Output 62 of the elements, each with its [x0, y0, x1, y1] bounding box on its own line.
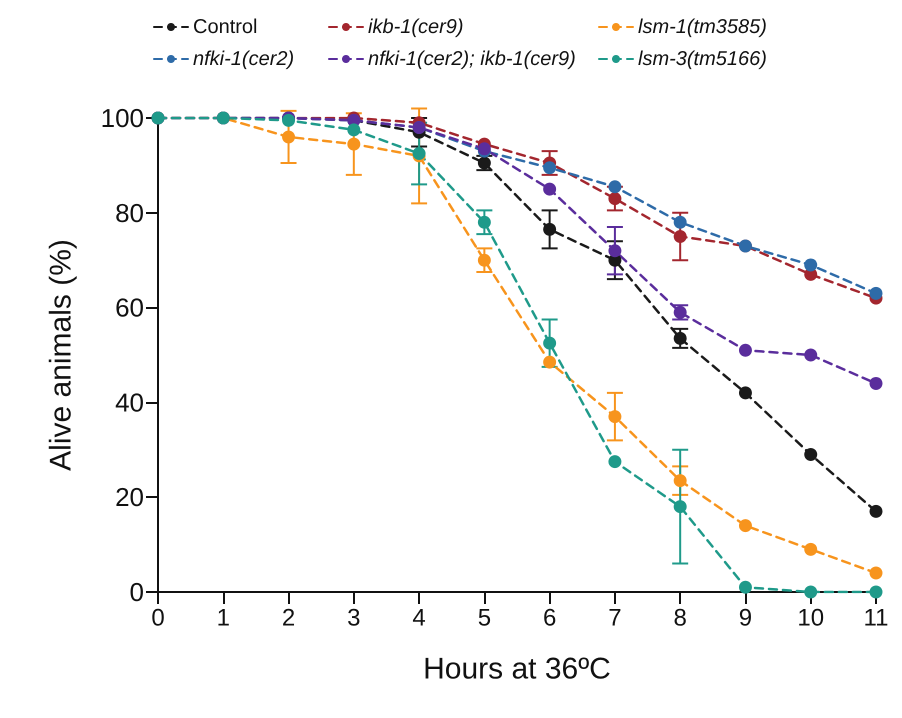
x-tick-label: 3	[347, 604, 360, 632]
point	[804, 448, 818, 462]
point	[674, 500, 687, 514]
point	[543, 356, 556, 369]
x-tick-label: 0	[151, 604, 165, 632]
point	[804, 348, 818, 362]
point	[347, 123, 360, 136]
point	[478, 142, 491, 156]
x-tick-label: 4	[412, 604, 426, 632]
point	[738, 519, 752, 532]
x-axis-title: Hours at 36ºC	[423, 652, 611, 686]
y-tick-label: 60	[115, 292, 144, 323]
point	[608, 244, 622, 258]
x-tick-label: 10	[797, 604, 824, 632]
point	[543, 336, 556, 350]
point	[608, 455, 622, 468]
legend-label: nfki-1(cer2)	[193, 48, 294, 70]
point	[870, 566, 882, 580]
point	[543, 222, 556, 236]
x-tick-label: 1	[216, 604, 230, 632]
point	[347, 138, 360, 151]
x-tick-label: 7	[608, 604, 622, 632]
y-tick-label: 100	[100, 103, 144, 133]
legend-label: ikb-1(cer9)	[368, 16, 464, 38]
point	[674, 474, 687, 488]
y-tick-label: 80	[115, 198, 144, 228]
point	[804, 542, 818, 556]
point	[804, 586, 818, 598]
x-tick-label: 2	[282, 604, 296, 632]
point	[674, 332, 687, 345]
legend-label: lsm-3(tm5166)	[638, 48, 767, 70]
point	[674, 216, 687, 229]
x-tick-label: 9	[738, 604, 752, 632]
point	[870, 504, 882, 518]
point	[738, 580, 752, 594]
point	[543, 161, 556, 174]
x-tick-label: 6	[542, 604, 556, 632]
point	[870, 376, 882, 390]
point	[478, 254, 491, 267]
point	[738, 386, 752, 400]
point	[608, 180, 622, 194]
legend-label: nfki-1(cer2); ikb-1(cer9)	[368, 48, 576, 70]
point	[478, 216, 491, 229]
x-tick-label: 5	[478, 604, 492, 632]
point	[804, 258, 818, 272]
x-tick-label: 8	[674, 604, 687, 632]
point	[282, 130, 296, 144]
point	[738, 344, 752, 357]
point	[608, 410, 622, 424]
legend-label: lsm-1(tm3585)	[638, 16, 767, 38]
point	[608, 192, 622, 206]
point	[674, 230, 687, 243]
y-tick-label: 20	[115, 482, 144, 512]
point	[870, 286, 882, 300]
legend-label: Control	[193, 16, 258, 38]
point	[543, 182, 556, 196]
y-tick-label: 40	[115, 387, 144, 418]
point	[870, 586, 882, 598]
x-tick-label: 11	[864, 604, 888, 632]
y-tick-label: 0	[130, 577, 144, 607]
point	[282, 114, 296, 127]
y-axis-title: Alive animals (%)	[44, 239, 78, 471]
